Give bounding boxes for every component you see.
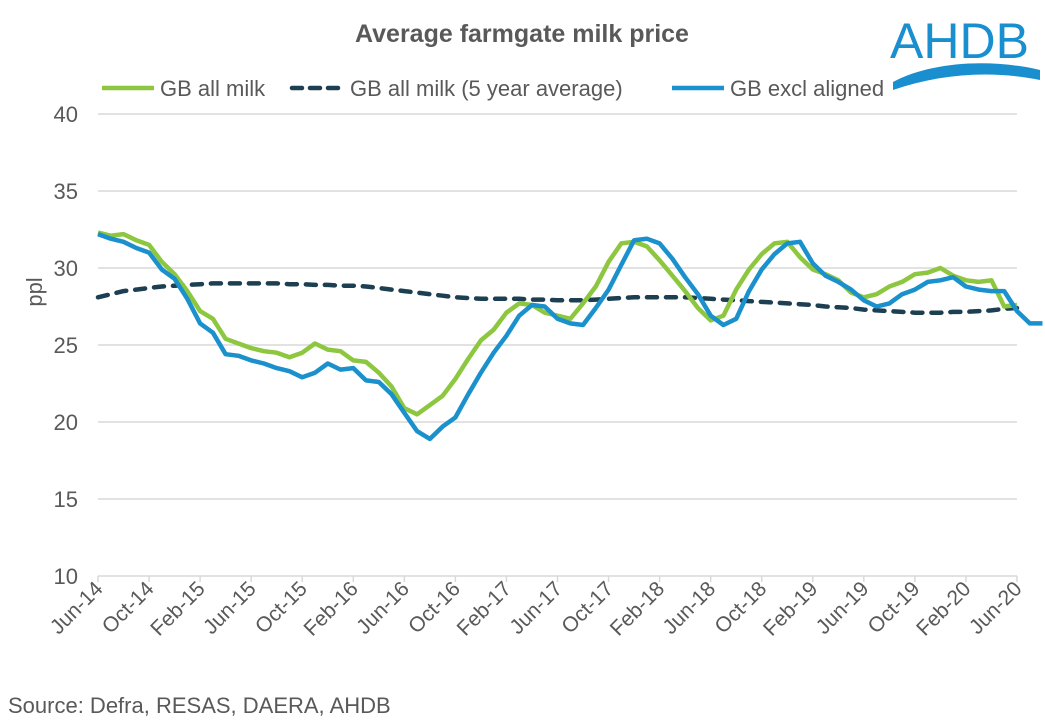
gridlines (98, 113, 1017, 500)
x-tick-label: Feb-20 (912, 577, 975, 640)
x-tick-label: Feb-17 (453, 577, 516, 640)
x-tick-label: Oct-19 (864, 577, 925, 638)
x-tick-label: Jun-16 (352, 577, 414, 639)
x-tick-label: Jun-18 (659, 577, 721, 639)
x-tick-label: Jun-19 (812, 577, 874, 639)
series-line-gb-all-milk-5-year-average (95, 281, 1020, 315)
y-tick-label: 35 (54, 179, 78, 204)
x-tick-label: Jun-15 (199, 577, 261, 639)
y-tick-label: 20 (54, 410, 78, 435)
series-line-gb-all-milk (97, 230, 1018, 417)
series-line-gb-excl-aligned (97, 231, 1043, 442)
legend-label: GB excl aligned (730, 76, 884, 101)
x-tick-label: Feb-18 (606, 577, 669, 640)
x-axis-ticks: Jun-14Oct-14Feb-15Jun-15Oct-15Feb-16Jun-… (46, 576, 1027, 641)
chart-title: Average farmgate milk price (355, 20, 689, 48)
y-axis-label: ppl (22, 277, 47, 306)
legend-label: GB all milk (5 year average) (350, 76, 623, 101)
x-tick-label: Feb-16 (299, 577, 362, 640)
y-axis-ticks: 10 15 20 25 30 35 40 (54, 102, 78, 589)
legend-label: GB all milk (160, 76, 266, 101)
y-tick-label: 25 (54, 333, 78, 358)
x-tick-label: Oct-16 (404, 577, 465, 638)
y-tick-label: 10 (54, 564, 78, 589)
x-tick-label: Oct-17 (557, 577, 618, 638)
x-tick-label: Oct-18 (710, 577, 771, 638)
source-note: Source: Defra, RESAS, DAERA, AHDB (8, 693, 391, 718)
logo-text: AHDB (890, 13, 1029, 69)
ahdb-logo: AHDB (890, 13, 1040, 90)
series-group (95, 230, 1043, 442)
y-tick-label: 40 (54, 102, 78, 127)
y-tick-label: 30 (54, 256, 78, 281)
logo-wave-icon (893, 63, 1040, 90)
x-tick-label: Jun-17 (505, 577, 567, 639)
x-tick-label: Jun-20 (965, 577, 1027, 639)
legend: GB all milk GB all milk (5 year average) G… (102, 76, 884, 101)
y-tick-label: 15 (54, 487, 78, 512)
x-tick-label: Oct-15 (251, 577, 312, 638)
x-tick-label: Feb-15 (146, 577, 209, 640)
x-tick-label: Feb-19 (759, 577, 822, 640)
